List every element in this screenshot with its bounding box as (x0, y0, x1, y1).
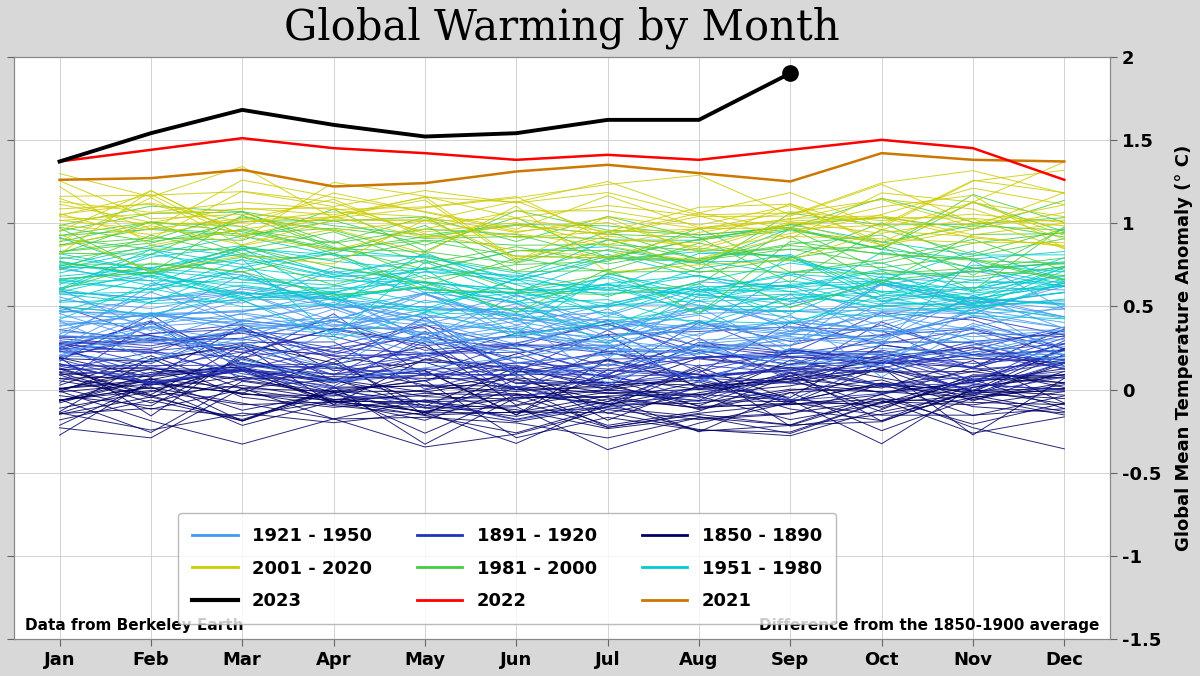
Y-axis label: Global Mean Temperature Anomaly (° C): Global Mean Temperature Anomaly (° C) (1175, 145, 1193, 551)
Legend: 1921 - 1950, 2001 - 2020, 2023, 1891 - 1920, 1981 - 2000, 2022, 1850 - 1890, 195: 1921 - 1950, 2001 - 2020, 2023, 1891 - 1… (178, 512, 836, 625)
Text: Data from Berkeley Earth: Data from Berkeley Earth (25, 619, 244, 633)
Title: Global Warming by Month: Global Warming by Month (284, 7, 840, 49)
Text: Difference from the 1850-1900 average: Difference from the 1850-1900 average (758, 619, 1099, 633)
